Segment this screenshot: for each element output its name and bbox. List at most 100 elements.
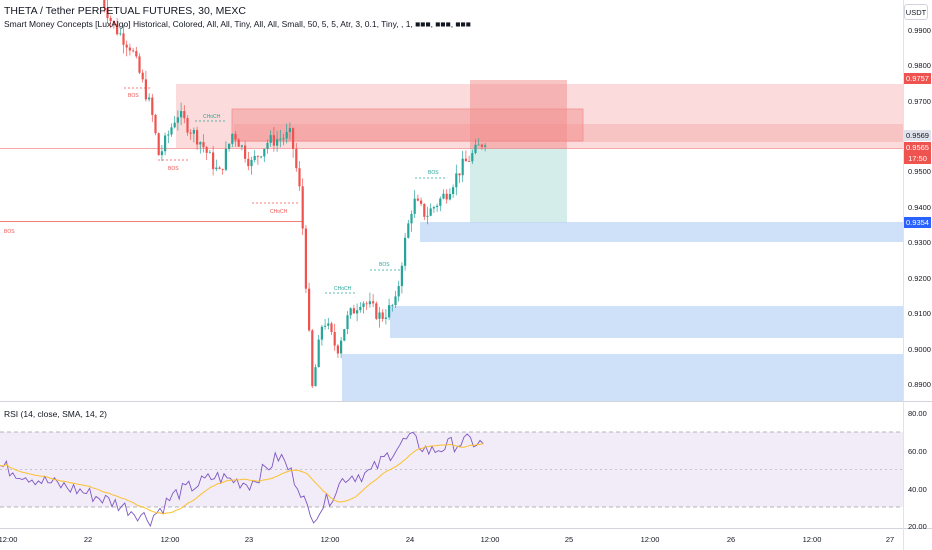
- candle-body: [180, 111, 183, 118]
- candle-body: [138, 56, 141, 73]
- candle-body: [356, 310, 359, 314]
- candle-body: [253, 155, 256, 161]
- candle-body: [474, 144, 477, 154]
- demand-zone-3: [342, 354, 903, 401]
- candle-body: [394, 296, 397, 306]
- candle-body: [122, 33, 125, 45]
- rsi-title[interactable]: RSI (14, close, SMA, 14, 2): [4, 409, 107, 419]
- price-tick: 0.9500: [908, 167, 931, 176]
- indicator-title[interactable]: Smart Money Concepts [LuxAlgo] Historica…: [4, 19, 471, 29]
- time-tick: 22: [84, 535, 92, 544]
- top-zone-price-tag: 0.9757: [904, 73, 931, 84]
- candle-body: [458, 173, 461, 176]
- candle-body: [103, 0, 106, 8]
- candle-body: [176, 117, 179, 123]
- demand-zone-1: [420, 222, 903, 242]
- candle-body: [391, 305, 394, 306]
- candle-body: [468, 161, 471, 163]
- candle-body: [221, 168, 224, 170]
- short-position-target: [470, 148, 567, 223]
- candle-body: [164, 135, 167, 152]
- time-tick: 12:00: [803, 535, 822, 544]
- candle-body: [340, 340, 343, 354]
- candle-body: [199, 142, 202, 145]
- rsi-tick: 60.00: [908, 447, 927, 456]
- short-position-stop: [470, 80, 567, 148]
- candle-body: [480, 144, 483, 147]
- candle-body: [132, 50, 135, 52]
- currency-button[interactable]: USDT: [904, 4, 928, 20]
- candle-body: [276, 139, 279, 146]
- candle-body: [327, 323, 330, 326]
- candle-body: [308, 288, 311, 331]
- candle-body: [237, 139, 240, 147]
- candle-body: [205, 147, 208, 153]
- candle-body: [304, 228, 307, 289]
- time-tick: 24: [406, 535, 414, 544]
- time-tick: 12:00: [161, 535, 180, 544]
- candle-body: [388, 305, 391, 318]
- candle-body: [288, 128, 291, 133]
- price-tick: 0.9900: [908, 26, 931, 35]
- price-tick: 0.8900: [908, 380, 931, 389]
- candle-body: [442, 193, 445, 199]
- target-price-tag: 0.9354: [904, 217, 931, 228]
- choch-label: CHoCH: [334, 286, 352, 292]
- candle-body: [173, 122, 176, 128]
- candle-body: [170, 127, 173, 135]
- choch-label: CHoCH: [270, 209, 288, 215]
- supply-zone-inner: [234, 124, 903, 142]
- last-price-tag: 0.9569: [904, 130, 931, 141]
- price-tick: 0.9400: [908, 203, 931, 212]
- candle-body: [432, 207, 435, 209]
- candle-body: [282, 138, 285, 140]
- candle-body: [154, 114, 157, 134]
- candle-body: [192, 129, 195, 134]
- rsi-tick: 80.00: [908, 409, 927, 418]
- candle-body: [448, 193, 451, 200]
- candle-body: [234, 133, 237, 140]
- candle-body: [314, 367, 317, 387]
- candle-body: [228, 143, 231, 149]
- candle-body: [279, 138, 282, 140]
- candle-body: [311, 330, 314, 387]
- candle-body: [208, 152, 211, 154]
- candle-body: [116, 24, 119, 35]
- candle-body: [292, 128, 295, 149]
- candle-body: [285, 132, 288, 139]
- candle-body: [423, 203, 426, 217]
- candle-body: [455, 173, 458, 188]
- candle-body: [330, 323, 333, 333]
- candle-body: [189, 132, 192, 134]
- candle-body: [183, 111, 186, 119]
- candle-body: [240, 145, 243, 147]
- candle-body: [445, 193, 448, 200]
- rsi-tick: 20.00: [908, 522, 927, 531]
- candle-body: [266, 142, 269, 149]
- candle-body: [452, 187, 455, 194]
- time-tick: 27: [886, 535, 894, 544]
- candle-body: [186, 118, 189, 133]
- candle-body: [106, 7, 109, 19]
- candle-body: [244, 145, 247, 159]
- bos-label: BOS: [4, 229, 15, 235]
- rsi-ma-line: [0, 443, 484, 515]
- candle-body: [343, 329, 346, 341]
- symbol-title[interactable]: THETA / Tether PERPETUAL FUTURES, 30, ME…: [4, 5, 246, 17]
- candle-body: [349, 308, 352, 316]
- rsi-tick: 40.00: [908, 485, 927, 494]
- close-price-tag: 0.9565: [904, 142, 931, 153]
- price-tick: 0.9800: [908, 61, 931, 70]
- candle-body: [112, 20, 115, 25]
- candle-body: [128, 47, 131, 51]
- candle-body: [212, 152, 215, 170]
- candle-body: [333, 332, 336, 346]
- candle-body: [144, 79, 147, 100]
- candle-body: [378, 312, 381, 319]
- candle-body: [346, 315, 349, 330]
- candle-body: [215, 167, 218, 170]
- candle-body: [384, 317, 387, 319]
- time-tick: 12:00: [0, 535, 17, 544]
